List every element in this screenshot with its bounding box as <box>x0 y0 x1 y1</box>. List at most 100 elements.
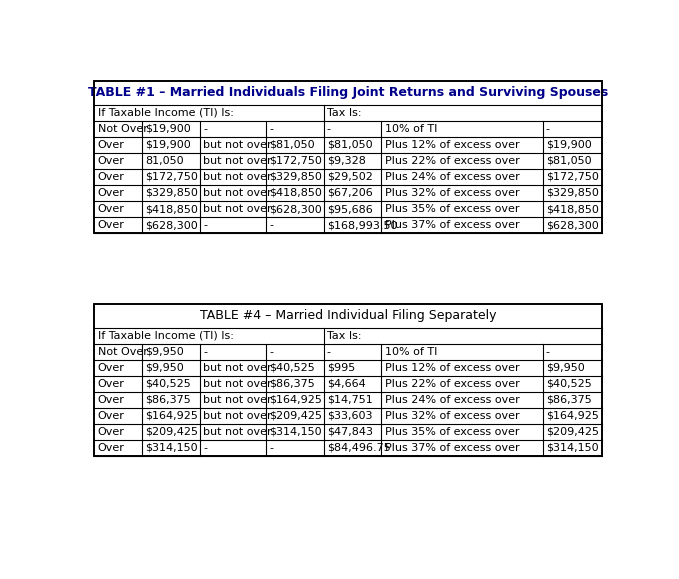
Text: $40,525: $40,525 <box>145 379 191 389</box>
Text: $33,603: $33,603 <box>327 411 372 421</box>
Text: $628,300: $628,300 <box>269 204 322 214</box>
Text: $418,850: $418,850 <box>269 188 322 198</box>
Text: $995: $995 <box>327 362 355 373</box>
Text: $172,750: $172,750 <box>546 172 599 182</box>
Text: Not Over: Not Over <box>98 347 147 357</box>
Text: -: - <box>269 124 273 134</box>
Text: Plus 35% of excess over: Plus 35% of excess over <box>384 204 519 214</box>
Text: $418,850: $418,850 <box>546 204 599 214</box>
Text: Tax Is:: Tax Is: <box>327 331 361 340</box>
Text: $84,496.75: $84,496.75 <box>327 443 390 453</box>
Text: $329,850: $329,850 <box>145 188 198 198</box>
Text: $86,375: $86,375 <box>269 379 314 389</box>
Text: TABLE #4 – Married Individual Filing Separately: TABLE #4 – Married Individual Filing Sep… <box>200 309 496 322</box>
Text: Plus 37% of excess over: Plus 37% of excess over <box>384 220 519 230</box>
Text: 81,050: 81,050 <box>145 156 184 166</box>
Bar <box>94 80 602 233</box>
Text: Plus 32% of excess over: Plus 32% of excess over <box>384 411 519 421</box>
Text: Over: Over <box>98 204 124 214</box>
Bar <box>94 303 602 456</box>
Text: $67,206: $67,206 <box>327 188 373 198</box>
Text: $40,525: $40,525 <box>546 379 591 389</box>
Text: Over: Over <box>98 156 124 166</box>
Text: $9,328: $9,328 <box>327 156 366 166</box>
Text: $86,375: $86,375 <box>145 395 191 405</box>
Text: -: - <box>203 124 207 134</box>
Text: $209,425: $209,425 <box>269 411 322 421</box>
Text: but not over: but not over <box>203 156 272 166</box>
Text: but not over: but not over <box>203 411 272 421</box>
Text: $9,950: $9,950 <box>546 362 585 373</box>
Text: $314,150: $314,150 <box>269 427 322 437</box>
Text: $19,900: $19,900 <box>145 140 191 150</box>
Text: $9,950: $9,950 <box>145 347 184 357</box>
Text: but not over: but not over <box>203 140 272 150</box>
Text: $172,750: $172,750 <box>269 156 322 166</box>
Text: 10% of TI: 10% of TI <box>384 347 437 357</box>
Text: but not over: but not over <box>203 379 272 389</box>
Text: $164,925: $164,925 <box>269 395 322 405</box>
Text: but not over: but not over <box>203 188 272 198</box>
Text: Plus 22% of excess over: Plus 22% of excess over <box>384 379 519 389</box>
Text: $4,664: $4,664 <box>327 379 365 389</box>
Text: $628,300: $628,300 <box>145 220 198 230</box>
Text: $40,525: $40,525 <box>269 362 314 373</box>
Text: Over: Over <box>98 140 124 150</box>
Text: Plus 37% of excess over: Plus 37% of excess over <box>384 443 519 453</box>
Text: $81,050: $81,050 <box>269 140 314 150</box>
Text: $209,425: $209,425 <box>145 427 198 437</box>
Text: Not Over: Not Over <box>98 124 147 134</box>
Text: 10% of TI: 10% of TI <box>384 124 437 134</box>
Text: $628,300: $628,300 <box>546 220 599 230</box>
Text: Plus 24% of excess over: Plus 24% of excess over <box>384 172 519 182</box>
Text: Over: Over <box>98 220 124 230</box>
Text: -: - <box>269 443 273 453</box>
Text: -: - <box>269 347 273 357</box>
Text: Tax Is:: Tax Is: <box>327 108 361 118</box>
Bar <box>94 80 602 233</box>
Text: TABLE #1 – Married Individuals Filing Joint Returns and Surviving Spouses: TABLE #1 – Married Individuals Filing Jo… <box>88 86 608 99</box>
Text: -: - <box>546 347 550 357</box>
Text: $418,850: $418,850 <box>145 204 198 214</box>
Text: $172,750: $172,750 <box>145 172 198 182</box>
Text: -: - <box>203 443 207 453</box>
Text: Over: Over <box>98 362 124 373</box>
Text: Plus 12% of excess over: Plus 12% of excess over <box>384 140 519 150</box>
Text: but not over: but not over <box>203 427 272 437</box>
Text: -: - <box>269 220 273 230</box>
Text: If Taxable Income (TI) Is:: If Taxable Income (TI) Is: <box>98 331 234 340</box>
Text: but not over: but not over <box>203 395 272 405</box>
Text: Over: Over <box>98 443 124 453</box>
Text: $29,502: $29,502 <box>327 172 373 182</box>
Text: Plus 24% of excess over: Plus 24% of excess over <box>384 395 519 405</box>
Text: but not over: but not over <box>203 204 272 214</box>
Text: -: - <box>327 124 331 134</box>
Text: Over: Over <box>98 172 124 182</box>
Text: Over: Over <box>98 395 124 405</box>
Text: $314,150: $314,150 <box>546 443 599 453</box>
Text: Over: Over <box>98 411 124 421</box>
Text: $81,050: $81,050 <box>327 140 372 150</box>
Text: Over: Over <box>98 188 124 198</box>
Text: Plus 32% of excess over: Plus 32% of excess over <box>384 188 519 198</box>
Text: $164,925: $164,925 <box>145 411 198 421</box>
Text: $9,950: $9,950 <box>145 362 184 373</box>
Text: but not over: but not over <box>203 172 272 182</box>
Text: $329,850: $329,850 <box>546 188 599 198</box>
Text: Plus 12% of excess over: Plus 12% of excess over <box>384 362 519 373</box>
Text: If Taxable Income (TI) Is:: If Taxable Income (TI) Is: <box>98 108 234 118</box>
Text: $209,425: $209,425 <box>546 427 599 437</box>
Text: $14,751: $14,751 <box>327 395 373 405</box>
Text: Over: Over <box>98 379 124 389</box>
Text: $47,843: $47,843 <box>327 427 373 437</box>
Text: $164,925: $164,925 <box>546 411 599 421</box>
Text: Plus 35% of excess over: Plus 35% of excess over <box>384 427 519 437</box>
Text: -: - <box>546 124 550 134</box>
Text: $95,686: $95,686 <box>327 204 373 214</box>
Text: $314,150: $314,150 <box>145 443 198 453</box>
Text: -: - <box>203 220 207 230</box>
Text: -: - <box>327 347 331 357</box>
Text: Over: Over <box>98 427 124 437</box>
Text: but not over: but not over <box>203 362 272 373</box>
Text: $168,993.50: $168,993.50 <box>327 220 397 230</box>
